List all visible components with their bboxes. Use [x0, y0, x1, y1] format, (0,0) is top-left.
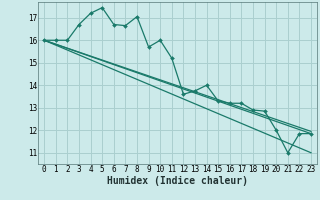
X-axis label: Humidex (Indice chaleur): Humidex (Indice chaleur): [107, 176, 248, 186]
